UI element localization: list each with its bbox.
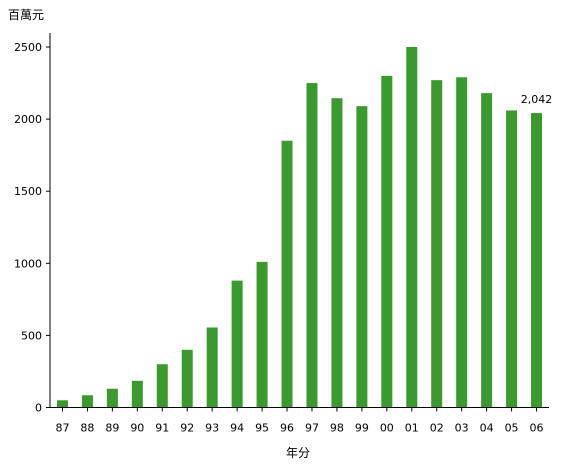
y-axis: 0 500 1000 1500 2000 2500	[14, 41, 50, 415]
bar-05	[506, 110, 518, 408]
x-axis: 87 88 89 90 91 92 93 94 95 96 97 98 99 00 01 02 03 04 05 06	[55, 407, 544, 435]
x-tick-label: 97	[305, 422, 319, 435]
bar-98	[331, 98, 343, 408]
bar-90	[131, 380, 143, 408]
data-label: 2,042	[521, 93, 553, 106]
x-tick-label: 04	[480, 422, 494, 435]
y-tick-label: 2000	[14, 113, 42, 126]
y-tick-label: 0	[35, 402, 42, 415]
bar-89	[106, 388, 118, 408]
bar-88	[81, 395, 93, 408]
x-tick-label: 91	[155, 422, 169, 435]
x-tick-label: 99	[355, 422, 369, 435]
x-tick-label: 03	[455, 422, 469, 435]
bar-95	[256, 261, 268, 408]
x-tick-label: 00	[380, 422, 394, 435]
x-tick-label: 94	[230, 422, 244, 435]
bar-93	[206, 327, 218, 408]
bar-01	[406, 47, 418, 408]
bar-00	[381, 75, 393, 408]
x-tick-label: 93	[205, 422, 219, 435]
data-labels: 2,042	[521, 93, 553, 106]
x-tick-label: 92	[180, 422, 194, 435]
bar-96	[281, 140, 293, 408]
x-tick-label: 87	[55, 422, 69, 435]
x-tick-label: 02	[430, 422, 444, 435]
y-tick-label: 1500	[14, 185, 42, 198]
x-tick-label: 05	[505, 422, 519, 435]
bar-91	[156, 364, 168, 408]
bar-06	[531, 113, 543, 408]
bar-02	[431, 80, 443, 408]
x-tick-label: 01	[405, 422, 419, 435]
bar-92	[181, 349, 193, 408]
bar-series	[56, 47, 543, 408]
bar-87	[56, 400, 68, 408]
bar-03	[456, 77, 468, 408]
bar-04	[481, 93, 493, 408]
x-tick-label: 89	[105, 422, 119, 435]
x-tick-label: 98	[330, 422, 344, 435]
x-tick-label: 95	[255, 422, 269, 435]
y-axis-label: 百萬元	[8, 8, 44, 22]
bar-97	[306, 83, 318, 408]
bar-99	[356, 106, 368, 408]
x-axis-label: 年分	[286, 446, 310, 460]
x-tick-label: 90	[130, 422, 144, 435]
y-tick-label: 2500	[14, 41, 42, 54]
y-tick-label: 1000	[14, 257, 42, 270]
x-tick-label: 06	[530, 422, 544, 435]
bar-94	[231, 280, 243, 408]
x-tick-label: 96	[280, 422, 294, 435]
x-tick-label: 88	[80, 422, 94, 435]
y-tick-label: 500	[21, 329, 42, 342]
